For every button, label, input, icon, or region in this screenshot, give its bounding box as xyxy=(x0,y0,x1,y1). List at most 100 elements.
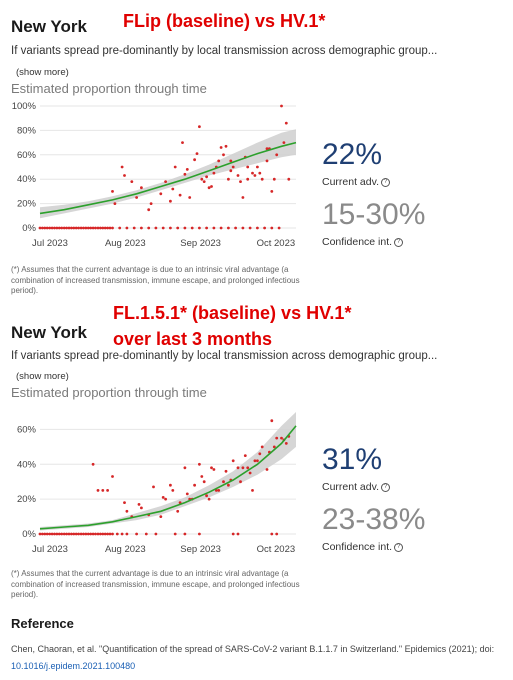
confidence-interval-value: 15-30% xyxy=(322,198,426,231)
data-point xyxy=(241,466,245,470)
data-point xyxy=(111,475,114,478)
proportion-chart: 0% 20% 40% 60% 80% 100% Jul 2023 Aug 2023 Sep 20… xyxy=(12,101,297,249)
data-point xyxy=(217,159,221,163)
data-point xyxy=(67,226,71,230)
variant-panel-1: New York FLip (baseline) vs HV.1* If var… xyxy=(0,0,513,315)
data-point xyxy=(89,532,93,536)
data-point xyxy=(236,174,240,177)
info-icon[interactable]: ? xyxy=(381,177,390,187)
data-point xyxy=(65,226,68,230)
data-point xyxy=(210,466,213,470)
data-point xyxy=(38,226,42,230)
data-point xyxy=(195,152,199,155)
variant-panel-2: New York FL.1.5.1* (baseline) vs HV.1* o… xyxy=(0,303,513,608)
data-point xyxy=(74,226,78,230)
data-point xyxy=(125,532,129,536)
data-point xyxy=(256,165,259,169)
data-point xyxy=(210,185,213,188)
reference-heading: Reference xyxy=(11,616,74,631)
data-point xyxy=(251,171,254,175)
data-point xyxy=(231,165,235,169)
description-text: If variants spread pre-dominantly by loc… xyxy=(11,350,438,362)
data-point xyxy=(169,483,172,487)
data-point xyxy=(212,171,216,175)
data-point xyxy=(227,226,230,230)
current-adv-label-text: Current adv. xyxy=(322,176,379,188)
data-point xyxy=(222,480,225,484)
data-point xyxy=(53,226,56,230)
data-point xyxy=(159,515,163,518)
confidence-band xyxy=(40,412,296,531)
data-point xyxy=(57,532,61,536)
data-point xyxy=(152,485,155,489)
data-point xyxy=(89,226,93,230)
reference-citation: Chen, Chaoran, et al. "Quantification of… xyxy=(11,641,506,675)
data-point xyxy=(169,199,172,203)
info-icon[interactable]: ? xyxy=(394,237,404,247)
data-point xyxy=(173,532,177,536)
data-point xyxy=(275,532,279,536)
data-point xyxy=(246,165,250,169)
current-adv-label: Current adv.? xyxy=(322,176,390,188)
data-point xyxy=(198,226,201,230)
confidence-interval-value: 23-38% xyxy=(322,503,426,536)
data-point xyxy=(99,226,102,230)
data-point xyxy=(60,532,64,536)
data-point xyxy=(236,532,240,536)
data-point xyxy=(282,141,286,144)
current-adv-value: 22% xyxy=(322,138,383,171)
info-icon[interactable]: ? xyxy=(394,542,404,552)
data-point xyxy=(277,226,281,230)
data-point xyxy=(183,466,187,470)
data-point xyxy=(171,187,175,191)
data-point xyxy=(270,532,274,536)
data-point xyxy=(55,226,59,230)
confidence-label-text: Confidence int. xyxy=(322,236,393,248)
data-point xyxy=(275,153,279,157)
data-point xyxy=(86,226,90,230)
data-point xyxy=(53,532,56,536)
data-point xyxy=(229,159,233,163)
y-tick-label: 40% xyxy=(17,174,37,185)
fit-line xyxy=(39,141,297,215)
data-point xyxy=(130,180,134,183)
show-more-link[interactable]: (show more) xyxy=(16,67,69,78)
y-tick-label: 0% xyxy=(22,529,36,540)
data-point xyxy=(43,226,47,230)
data-point xyxy=(132,226,136,230)
data-point xyxy=(169,226,172,230)
data-point xyxy=(48,532,52,536)
data-point xyxy=(74,532,78,536)
y-tick-label: 60% xyxy=(17,424,37,435)
data-point xyxy=(154,226,158,230)
data-point xyxy=(284,442,288,445)
x-tick-label: Sep 2023 xyxy=(180,238,221,249)
data-point xyxy=(103,226,107,230)
data-point xyxy=(91,462,95,466)
show-more-link[interactable]: (show more) xyxy=(16,371,69,382)
data-point xyxy=(55,532,59,536)
data-point xyxy=(270,226,274,230)
current-adv-value: 31% xyxy=(322,443,383,476)
data-point xyxy=(185,492,189,496)
overlay-title-line-1: FL.1.5.1* (baseline) vs HV.1* xyxy=(113,303,352,323)
data-point xyxy=(229,169,233,173)
data-point xyxy=(198,125,201,129)
data-point xyxy=(280,104,283,108)
data-point xyxy=(183,226,187,230)
data-point xyxy=(287,177,291,181)
data-point xyxy=(96,489,100,492)
data-point xyxy=(57,226,61,230)
data-point xyxy=(72,532,76,536)
data-point xyxy=(147,226,151,230)
data-point xyxy=(200,475,204,478)
data-point xyxy=(260,445,264,449)
data-point xyxy=(135,532,139,536)
data-point xyxy=(217,489,221,492)
data-point xyxy=(227,483,230,487)
doi-link[interactable]: 10.1016/j.epidem.2021.100480 xyxy=(11,661,136,671)
data-point xyxy=(111,532,114,536)
data-point xyxy=(108,226,112,230)
info-icon[interactable]: ? xyxy=(381,482,390,492)
data-point xyxy=(48,226,52,230)
